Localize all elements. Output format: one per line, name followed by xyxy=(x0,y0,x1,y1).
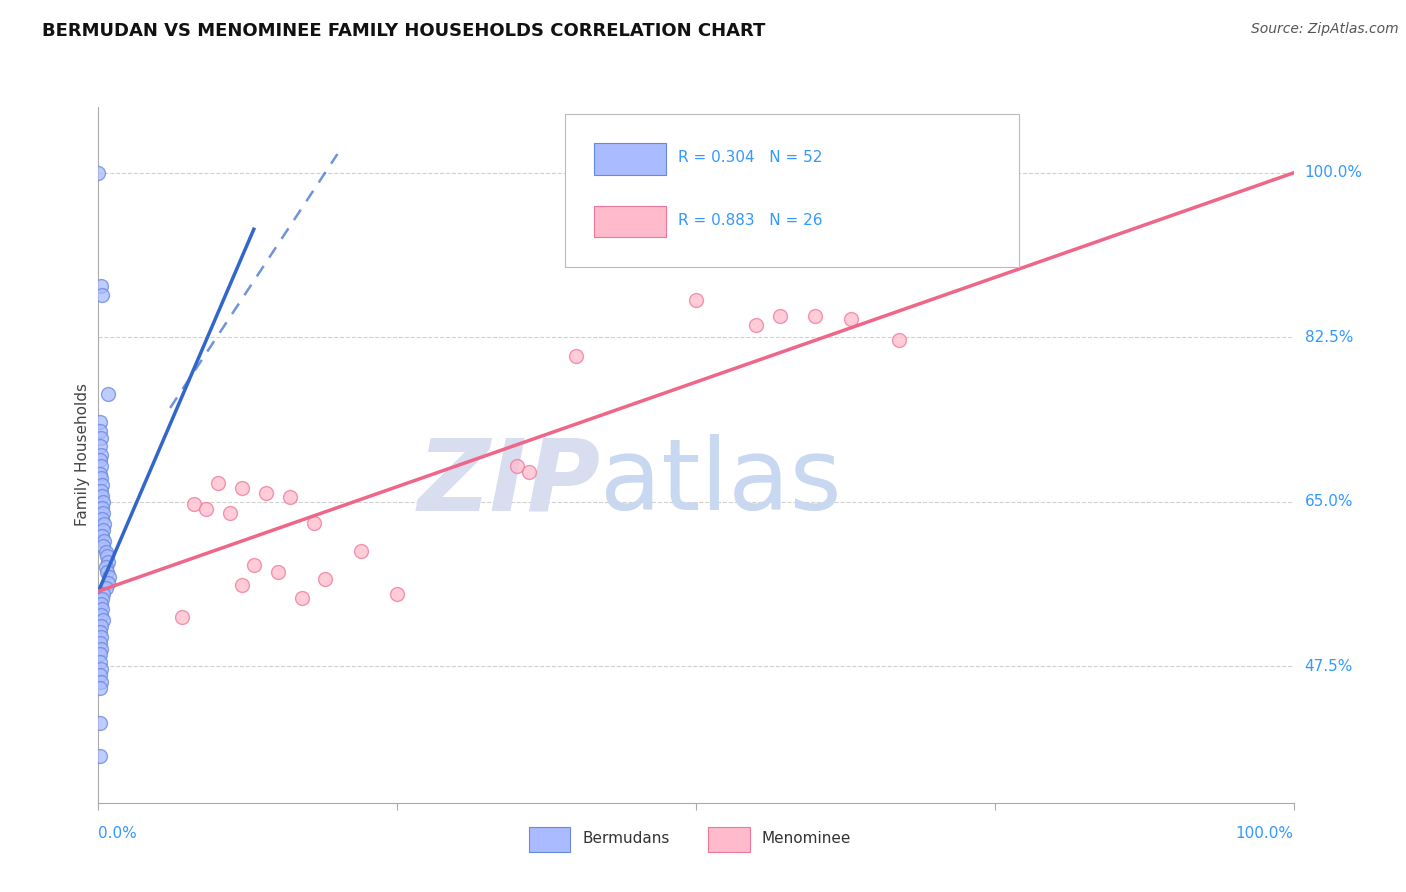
Point xyxy=(90,630,112,644)
Point xyxy=(506,459,529,474)
Point xyxy=(194,501,217,516)
Point xyxy=(90,471,112,485)
Point xyxy=(91,539,114,553)
Point xyxy=(93,534,115,549)
Point xyxy=(685,293,707,307)
Point xyxy=(90,607,112,622)
Point xyxy=(90,598,112,612)
FancyBboxPatch shape xyxy=(595,144,666,175)
Point xyxy=(97,575,120,590)
Text: 47.5%: 47.5% xyxy=(1305,659,1353,674)
Point xyxy=(96,565,118,579)
Point xyxy=(565,349,588,363)
Point xyxy=(89,681,111,695)
Text: 82.5%: 82.5% xyxy=(1305,330,1353,345)
Point xyxy=(91,489,114,503)
Point xyxy=(219,506,242,520)
Point xyxy=(89,655,111,669)
Point xyxy=(90,483,112,498)
Point xyxy=(278,490,301,504)
Point xyxy=(90,641,112,656)
Point xyxy=(96,549,118,564)
Point xyxy=(91,500,114,515)
Point xyxy=(290,591,312,605)
Point xyxy=(745,318,768,333)
FancyBboxPatch shape xyxy=(709,827,749,852)
Point xyxy=(91,478,114,492)
Point xyxy=(889,333,911,347)
Point xyxy=(90,459,112,474)
Point xyxy=(89,647,111,661)
Text: Source: ZipAtlas.com: Source: ZipAtlas.com xyxy=(1251,22,1399,37)
Point xyxy=(97,555,120,569)
Point xyxy=(350,544,373,558)
Point xyxy=(91,591,114,606)
Point xyxy=(90,278,112,293)
Point xyxy=(90,431,112,445)
Point xyxy=(91,523,114,537)
Point xyxy=(93,517,115,532)
Point xyxy=(207,476,229,491)
Point xyxy=(91,602,114,616)
Point xyxy=(98,570,121,584)
Point xyxy=(91,614,114,628)
Point xyxy=(172,609,194,624)
Point xyxy=(94,559,117,574)
Point xyxy=(89,636,111,650)
Point xyxy=(91,512,114,526)
Point xyxy=(91,587,114,601)
Point xyxy=(231,577,253,591)
Point xyxy=(89,415,111,429)
Point xyxy=(94,582,117,596)
FancyBboxPatch shape xyxy=(595,206,666,237)
Point xyxy=(517,465,540,479)
Point xyxy=(839,311,862,326)
Text: ZIP: ZIP xyxy=(418,434,600,532)
Point xyxy=(91,288,114,302)
Point xyxy=(89,715,111,730)
Point xyxy=(828,166,851,180)
Point xyxy=(97,386,120,401)
Point xyxy=(302,516,325,530)
Point xyxy=(804,309,827,323)
Point xyxy=(90,619,112,633)
Point xyxy=(89,467,111,481)
Point xyxy=(90,448,112,462)
Text: BERMUDAN VS MENOMINEE FAMILY HOUSEHOLDS CORRELATION CHART: BERMUDAN VS MENOMINEE FAMILY HOUSEHOLDS … xyxy=(42,22,765,40)
Point xyxy=(315,572,337,586)
Text: R = 0.304   N = 52: R = 0.304 N = 52 xyxy=(678,151,823,165)
Point xyxy=(89,425,111,439)
Point xyxy=(243,558,266,572)
Text: R = 0.883   N = 26: R = 0.883 N = 26 xyxy=(678,213,823,228)
Point xyxy=(89,438,111,452)
FancyBboxPatch shape xyxy=(529,827,571,852)
Point xyxy=(183,497,205,511)
Text: 100.0%: 100.0% xyxy=(1305,165,1362,180)
FancyBboxPatch shape xyxy=(565,114,1018,267)
Point xyxy=(89,624,111,639)
Text: Menominee: Menominee xyxy=(762,831,851,847)
Point xyxy=(89,452,111,467)
Point xyxy=(768,309,790,323)
Point xyxy=(94,545,117,559)
Point xyxy=(89,668,111,682)
Point xyxy=(91,495,114,509)
Point xyxy=(90,674,112,689)
Text: 0.0%: 0.0% xyxy=(98,826,138,841)
Point xyxy=(90,662,112,676)
Point xyxy=(231,481,253,495)
Text: atlas: atlas xyxy=(600,434,842,532)
Point xyxy=(267,566,290,580)
Point xyxy=(89,748,111,763)
Point xyxy=(91,529,114,543)
Text: 65.0%: 65.0% xyxy=(1305,494,1353,509)
Point xyxy=(87,166,110,180)
Point xyxy=(91,506,114,520)
Text: Bermudans: Bermudans xyxy=(582,831,669,847)
Point xyxy=(385,587,409,601)
Y-axis label: Family Households: Family Households xyxy=(75,384,90,526)
Point xyxy=(254,485,277,500)
Text: 100.0%: 100.0% xyxy=(1236,826,1294,841)
